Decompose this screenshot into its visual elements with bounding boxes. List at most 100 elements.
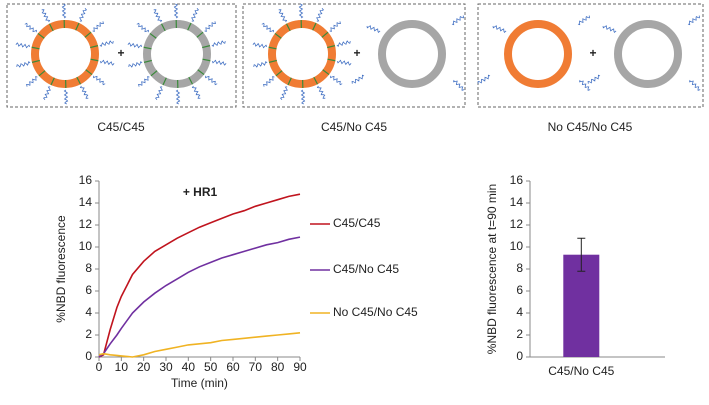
series-line: [99, 333, 300, 357]
lipid-tail: [337, 41, 350, 46]
lipid-tail: [690, 80, 701, 90]
lipid-tail: [206, 76, 218, 85]
panel-label: C45/No C45: [321, 120, 387, 134]
panel-label: No C45/No C45: [548, 120, 633, 134]
lipid-tail: [81, 86, 89, 98]
y-tick-label: 2: [85, 327, 92, 341]
legend-label: No C45/No C45: [333, 305, 418, 319]
x-tick-label: 10: [115, 360, 129, 374]
lipid-tail: [62, 4, 65, 18]
lipid-tail: [212, 60, 226, 65]
lipid-tail: [352, 75, 364, 84]
legend-label: C45/No C45: [333, 262, 399, 276]
lipid-tail: [25, 23, 37, 32]
lipid-tail: [129, 62, 142, 67]
x-tick-label: 90: [293, 360, 307, 374]
y-tick-label: 4: [85, 305, 92, 319]
lipid-tail: [42, 10, 50, 22]
y-tick-label: 14: [79, 195, 93, 209]
lipid-tail: [331, 76, 343, 85]
y-axis-label: %NBD fluorescence at t=90 min: [485, 184, 499, 354]
y-tick-label: 14: [510, 195, 524, 209]
x-tick-label: 40: [182, 360, 196, 374]
vesicle: [147, 24, 207, 84]
lipid-tail: [100, 41, 113, 46]
vesicle: [272, 24, 332, 84]
x-tick-label: 20: [137, 360, 151, 374]
lipid-tail: [578, 16, 590, 25]
y-tick-label: 2: [516, 327, 523, 341]
lipid-tail: [330, 21, 341, 31]
lipid-tail: [253, 43, 267, 48]
y-tick-label: 6: [85, 283, 92, 297]
lipid-tail: [80, 8, 87, 21]
series-line: [99, 194, 300, 357]
y-axis-label: %NBD fluorescence: [54, 215, 68, 323]
y-tick-label: 4: [516, 305, 523, 319]
lipid-tail: [128, 43, 142, 48]
y-tick-label: 10: [79, 239, 93, 253]
plus-sign: +: [117, 46, 124, 60]
lipid-tail: [452, 16, 464, 25]
lipid-tail: [603, 26, 616, 33]
lipid-tail: [44, 87, 51, 100]
y-tick-label: 0: [516, 349, 523, 363]
x-tick-label: 0: [96, 360, 103, 374]
plus-sign: +: [353, 46, 360, 60]
y-tick-label: 16: [79, 173, 93, 187]
vesicle: [35, 24, 95, 84]
lipid-tail: [205, 21, 216, 31]
lipid-tail: [588, 75, 600, 84]
lipid-tail: [254, 62, 267, 67]
x-tick-label: 80: [271, 360, 285, 374]
y-tick-label: 6: [516, 283, 523, 297]
vesicle: [382, 24, 442, 84]
lipid-tail: [93, 21, 104, 31]
y-tick-label: 8: [516, 261, 523, 275]
y-tick-label: 12: [79, 217, 93, 231]
panel-label: C45/C45: [97, 120, 145, 134]
lipid-tail: [493, 26, 506, 33]
y-tick-label: 0: [85, 349, 92, 363]
vesicle: [508, 24, 568, 84]
x-axis-label: Time (min): [171, 376, 228, 390]
x-tick-label: 50: [204, 360, 218, 374]
lipid-tail: [193, 86, 201, 98]
y-tick-label: 10: [510, 239, 524, 253]
lipid-tail: [64, 90, 67, 104]
x-tick-label: 70: [249, 360, 263, 374]
lipid-tail: [264, 77, 275, 87]
lipid-tail: [301, 90, 304, 104]
x-tick-label: C45/No C45: [548, 364, 614, 378]
lipid-tail: [299, 4, 302, 18]
lipid-tail: [318, 86, 326, 98]
x-tick-label: 60: [226, 360, 240, 374]
lipid-tail: [478, 75, 490, 84]
lipid-tail: [454, 80, 465, 90]
lipid-tail: [16, 43, 30, 48]
lipid-tail: [279, 10, 287, 22]
lipid-tail: [156, 87, 163, 100]
y-tick-label: 16: [510, 173, 524, 187]
lipid-tail: [94, 76, 106, 85]
lipid-tail: [17, 62, 30, 67]
lipid-tail: [367, 26, 380, 33]
lipid-tail: [154, 10, 162, 22]
y-tick-label: 12: [510, 217, 524, 231]
x-tick-label: 30: [159, 360, 173, 374]
y-tick-label: 8: [85, 261, 92, 275]
lipid-tail: [192, 8, 199, 21]
lipid-tail: [176, 90, 179, 104]
lipid-tail: [688, 16, 700, 25]
lipid-tail: [174, 4, 177, 18]
vesicle: [618, 24, 678, 84]
lipid-tail: [262, 23, 274, 32]
lipid-tail: [317, 8, 324, 21]
plus-sign: +: [589, 46, 596, 60]
lipid-tail: [337, 60, 351, 65]
lipid-tail: [27, 77, 38, 87]
lipid-tail: [139, 77, 150, 87]
series-line: [99, 237, 300, 357]
chart-title: + HR1: [183, 185, 218, 199]
